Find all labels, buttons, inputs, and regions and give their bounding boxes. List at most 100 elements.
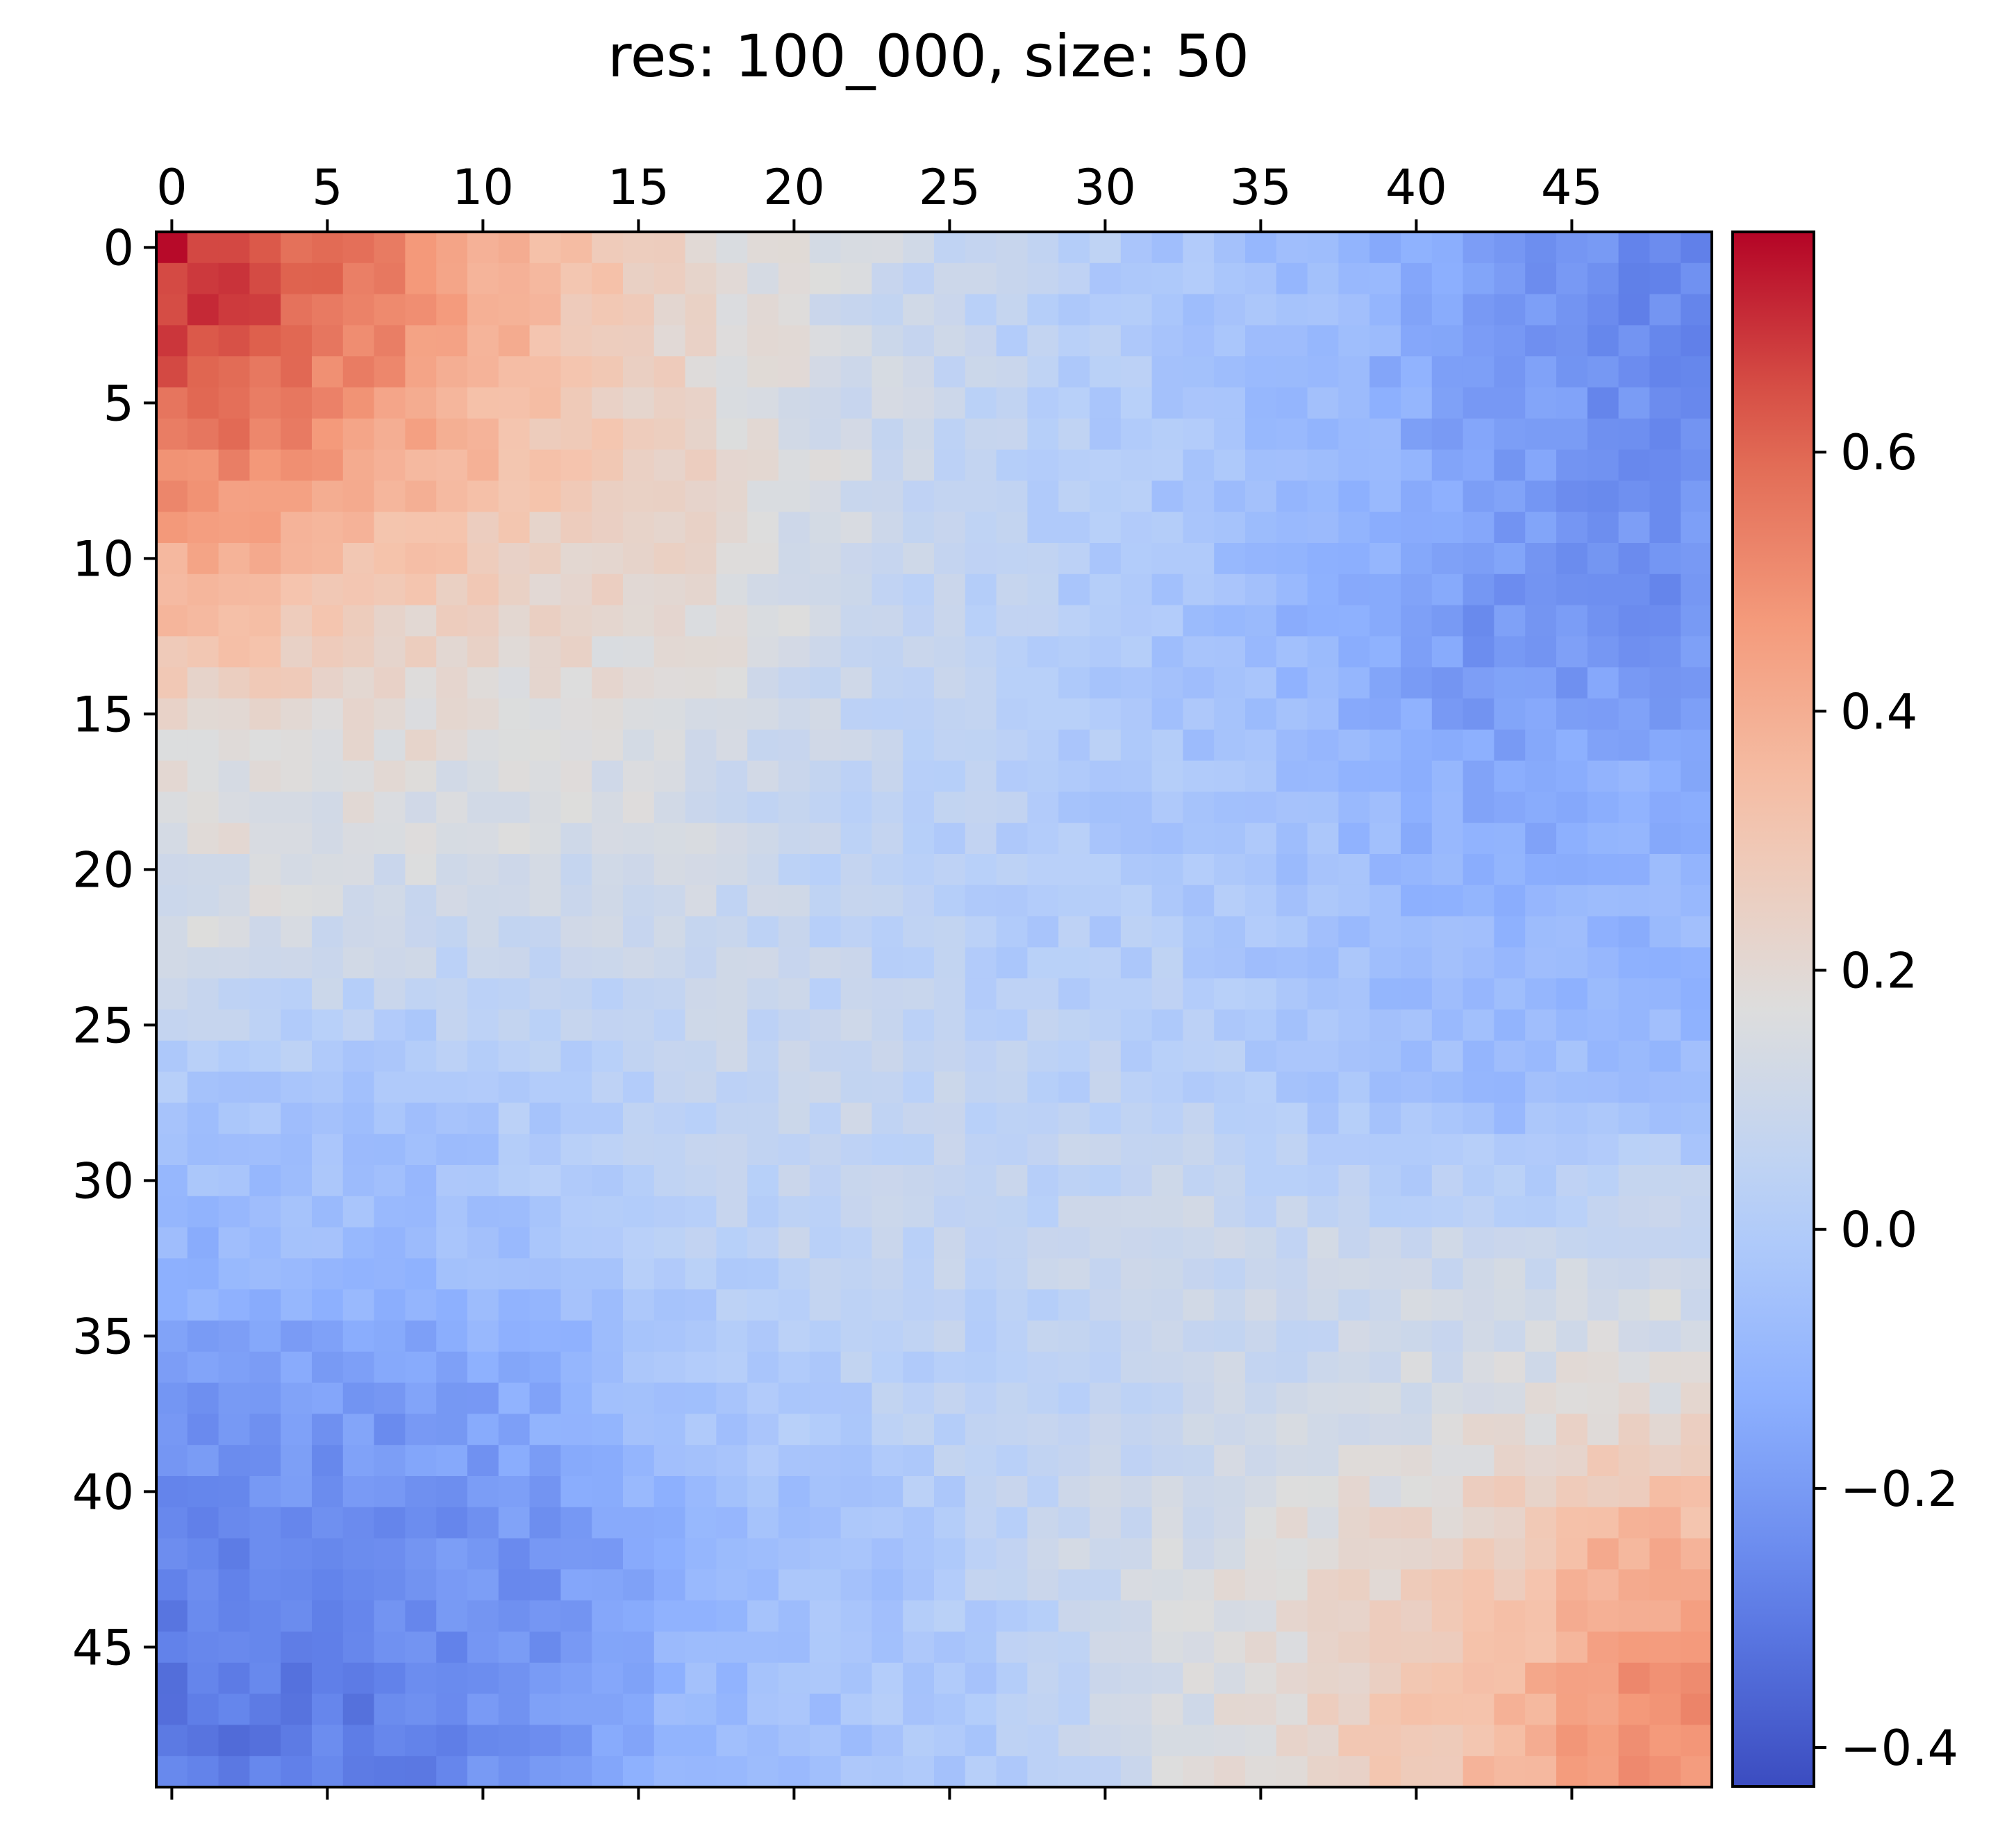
heatmap-cell [1681,854,1713,886]
heatmap-cell [1681,1134,1713,1166]
heatmap-cell [1369,885,1401,917]
heatmap-cell [716,294,748,326]
heatmap-cell [467,885,499,917]
heatmap-cell [1151,573,1183,606]
heatmap-cell [1587,1009,1619,1041]
heatmap-cell [467,791,499,823]
heatmap-cell [592,698,624,730]
heatmap-cell [374,418,406,451]
heatmap-cell [374,1227,406,1259]
heatmap-cell [374,543,406,575]
heatmap-cell [1151,1662,1183,1695]
heatmap-cell [249,449,281,481]
heatmap-cell [840,1134,872,1166]
heatmap-cell [1525,1693,1557,1725]
heatmap-cell [1401,1351,1433,1384]
heatmap-cell [1618,885,1650,917]
heatmap-cell [934,1351,966,1384]
heatmap-cell [778,605,810,637]
heatmap-cell [623,1071,655,1103]
heatmap-cell [1027,449,1059,481]
heatmap-cell [1649,1569,1681,1601]
heatmap-cell [1027,1071,1059,1103]
heatmap-cell [1338,1351,1370,1384]
heatmap-cell [903,978,935,1010]
heatmap-cell [342,480,375,512]
heatmap-cell [1649,543,1681,575]
heatmap-cell [1556,1165,1588,1197]
heatmap-cell [809,449,842,481]
heatmap-cell [1058,512,1090,544]
heatmap-cell [747,636,779,668]
heatmap-cell [1618,636,1650,668]
heatmap-cell [342,325,375,357]
heatmap-cell [1183,1289,1215,1321]
heatmap-cell [716,760,748,792]
heatmap-cell [1120,418,1153,451]
heatmap-cell [1618,543,1650,575]
heatmap-cell [592,1507,624,1539]
heatmap-cell [1214,698,1246,730]
heatmap-cell [840,1196,872,1228]
heatmap-cell [1587,1382,1619,1414]
heatmap-cell [1151,1040,1183,1073]
heatmap-cell [1027,418,1059,451]
heatmap-cell [1338,1134,1370,1166]
heatmap-cell [1681,667,1713,699]
heatmap-cell [1245,1600,1277,1632]
heatmap-cell [1090,449,1122,481]
heatmap-cell [592,854,624,886]
heatmap-cell [436,1009,468,1041]
heatmap-cell [1618,294,1650,326]
heatmap-cell [560,636,592,668]
heatmap-cell [1058,916,1090,948]
heatmap-cell [1401,1009,1433,1041]
heatmap-cell [716,1040,748,1073]
heatmap-cell [872,1569,903,1601]
heatmap-cell [1649,356,1681,388]
heatmap-cell [1058,698,1090,730]
heatmap-cell [1649,1600,1681,1632]
heatmap-cell [436,294,468,326]
heatmap-cell [405,232,437,264]
heatmap-cell [1369,636,1401,668]
heatmap-cell [809,1662,842,1695]
heatmap-cell [934,1538,966,1570]
heatmap-cell [560,573,592,606]
heatmap-cell [965,698,997,730]
heatmap-cell [1214,1009,1246,1041]
heatmap-cell [529,667,561,699]
heatmap-cell [653,1351,686,1384]
heatmap-cell [1214,823,1246,855]
heatmap-cell [1120,1662,1153,1695]
heatmap-cell [716,791,748,823]
heatmap-cell [872,1103,903,1134]
heatmap-cell [1587,1476,1619,1508]
heatmap-cell [187,947,219,979]
heatmap-cell [467,1321,499,1352]
heatmap-cell [529,1538,561,1570]
heatmap-cell [342,791,375,823]
heatmap-cell [1307,325,1339,357]
heatmap-cell [778,854,810,886]
heatmap-cell [623,1414,655,1446]
heatmap-cell [187,791,219,823]
heatmap-cell [312,1662,344,1695]
heatmap-cell [1151,387,1183,419]
heatmap-cell [1649,1103,1681,1134]
heatmap-cell [1431,1476,1464,1508]
x-tick-label: 40 [1385,159,1447,216]
heatmap-cell [1463,823,1494,855]
heatmap-cell [1027,480,1059,512]
heatmap-cell [716,1071,748,1103]
heatmap-cell [1369,791,1401,823]
heatmap-cell [1401,729,1433,762]
heatmap-cell [685,729,717,762]
heatmap-cell [1276,294,1308,326]
heatmap-cell [934,449,966,481]
heatmap-cell [1494,1040,1526,1073]
heatmap-cell [560,1196,592,1228]
heatmap-cell [312,698,344,730]
heatmap-cell [1463,1600,1494,1632]
heatmap-cell [840,791,872,823]
